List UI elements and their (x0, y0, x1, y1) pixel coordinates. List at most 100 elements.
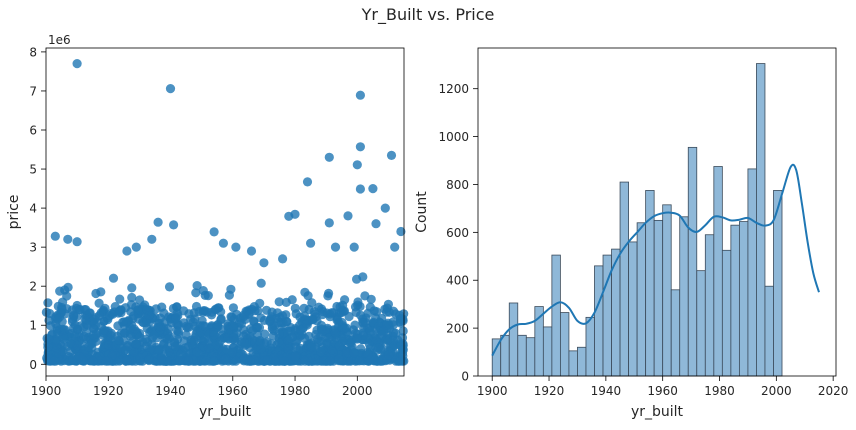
y-tick-label: 6 (29, 124, 37, 138)
scatter-point (372, 307, 382, 317)
scatter-y-axis-label: price (6, 195, 22, 230)
y-tick-label: 0 (29, 358, 37, 372)
scatter-point (317, 326, 328, 337)
scatter-point (265, 316, 275, 326)
scatter-point (99, 325, 109, 335)
scatter-point (216, 315, 226, 325)
scatter-point (304, 331, 314, 341)
scatter-point (49, 356, 59, 366)
scatter-point (113, 321, 123, 331)
scatter-point (374, 343, 384, 353)
scatter-point (211, 304, 221, 314)
scatter-point (262, 356, 272, 366)
scatter-point (72, 324, 83, 334)
scatter-point (135, 295, 145, 305)
scatter-point (398, 345, 408, 355)
histogram-bar (491, 338, 502, 377)
scatter-point (192, 347, 202, 357)
scatter-point (349, 242, 359, 252)
scatter-point (164, 347, 174, 357)
scatter-point (272, 308, 283, 318)
scatter-point (274, 329, 284, 339)
scatter-point (319, 356, 329, 366)
scatter-point (368, 184, 378, 194)
histogram-bar (525, 337, 536, 377)
scatter-point (390, 242, 400, 252)
scatter-plot-panel: 1900 1920 1940 1960 1980 2000 0 1 2 3 4 5 6 7 8 1e6 y… (6, 33, 409, 420)
scatter-point (191, 288, 201, 298)
y-tick-label: 800 (446, 178, 469, 192)
scatter-point (186, 338, 196, 348)
y-tick-label: 5 (29, 163, 37, 177)
histogram-x-ticks: 1900 1920 1940 1960 1980 2000 2020 (477, 376, 848, 398)
scatter-point (153, 217, 163, 227)
scatter-point (278, 254, 288, 264)
scatter-point (164, 282, 175, 292)
scatter-point (352, 274, 362, 284)
scatter-point (256, 344, 266, 354)
scatter-point (131, 339, 141, 349)
scatter-plot-frame (45, 47, 405, 377)
scatter-point (165, 84, 176, 94)
scatter-point (188, 317, 198, 327)
scatter-point (81, 305, 91, 315)
scatter-point (113, 308, 123, 318)
scatter-point (340, 323, 350, 333)
scatter-point (72, 340, 82, 351)
scatter-point (255, 298, 265, 308)
x-tick-label: 1960 (647, 384, 678, 398)
x-tick-label: 2020 (818, 384, 849, 398)
scatter-point (131, 242, 141, 252)
x-tick-label: 1980 (704, 384, 735, 398)
scatter-point (171, 313, 181, 323)
scatter-point (327, 308, 337, 318)
scatter-point (316, 347, 326, 357)
scatter-point (120, 303, 131, 313)
scatter-point (221, 354, 231, 364)
histogram-bar (764, 285, 774, 377)
scatter-point (236, 319, 246, 329)
scatter-point (247, 326, 258, 336)
scatter-point (218, 238, 228, 248)
scatter-point (306, 342, 316, 352)
scatter-point (72, 237, 82, 247)
y-tick-label: 600 (446, 226, 469, 240)
scatter-point (365, 326, 375, 336)
scatter-point (366, 294, 376, 304)
scatter-point (72, 300, 82, 311)
scatter-x-ticks: 1900 1920 1940 1960 1980 2000 (31, 376, 373, 398)
y-tick-label: 2 (29, 280, 37, 294)
scatter-point (352, 160, 362, 170)
scatter-point (330, 328, 340, 338)
y-tick-label: 7 (29, 84, 37, 98)
scatter-point (231, 242, 241, 252)
scatter-point (355, 142, 365, 152)
scatter-point (173, 329, 183, 339)
scatter-point (129, 324, 139, 334)
scatter-point (81, 327, 92, 337)
histogram-bar (653, 219, 664, 377)
scatter-point (115, 294, 125, 304)
scatter-points (41, 59, 409, 366)
scatter-point (149, 330, 159, 340)
scatter-point (183, 356, 193, 366)
scatter-point (191, 301, 202, 312)
scatter-point (200, 321, 210, 331)
scatter-point (203, 291, 213, 301)
scatter-point (371, 219, 381, 229)
scatter-point (324, 152, 334, 162)
scatter-point (239, 337, 249, 348)
scatter-point (114, 335, 124, 345)
x-tick-label: 2000 (342, 384, 373, 398)
scatter-point (274, 337, 284, 347)
scatter-point (53, 314, 63, 324)
scatter-point (343, 211, 353, 221)
scatter-point (72, 59, 82, 69)
scatter-point (159, 308, 169, 318)
scatter-point (157, 352, 167, 363)
scatter-point (228, 303, 238, 313)
histogram-bar (568, 350, 578, 377)
scatter-point (324, 218, 334, 228)
scatter-point (227, 347, 237, 358)
histogram-bar (730, 224, 740, 377)
